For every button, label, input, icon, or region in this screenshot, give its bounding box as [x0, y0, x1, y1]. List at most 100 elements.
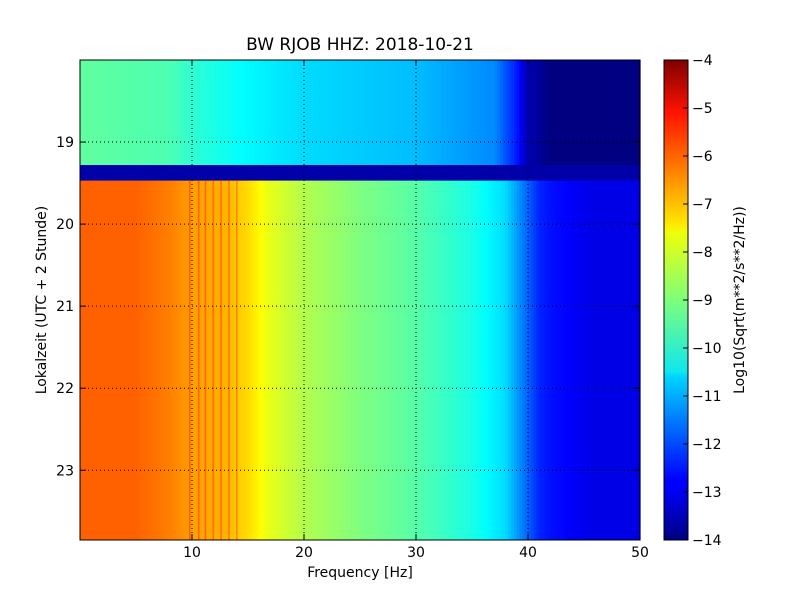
heatmap-cell [620, 60, 624, 166]
heatmap-cell [298, 165, 302, 182]
heatmap-cell [483, 165, 487, 182]
heatmap-cell [584, 60, 588, 166]
heatmap-cell [494, 60, 498, 166]
colorbar-tick-label: −13 [692, 485, 722, 501]
heatmap-cell [326, 165, 330, 182]
heatmap-cell [547, 60, 551, 166]
heatmap-cell [94, 60, 98, 166]
heatmap-cell [306, 180, 311, 541]
heatmap-cell [329, 165, 333, 182]
heatmap-cell [245, 180, 249, 541]
heatmap-cell [122, 180, 126, 541]
heatmap-cell [589, 165, 593, 182]
heatmap-cell [96, 165, 101, 182]
heatmap-cell [472, 180, 476, 541]
heatmap-cell [404, 60, 409, 166]
heatmap-cell [463, 165, 467, 182]
heatmap-cell [584, 165, 588, 182]
heatmap-cell [340, 180, 344, 541]
heatmap-cell [486, 60, 490, 166]
heatmap-cell [281, 180, 285, 541]
heatmap-cell [399, 60, 403, 166]
heatmap-cell [438, 165, 442, 182]
heatmap-cell [379, 180, 383, 541]
heatmap-cell [234, 180, 238, 541]
heatmap-cell [460, 180, 465, 541]
heatmap-cell [113, 60, 117, 166]
heatmap-cell [197, 60, 201, 166]
heatmap-cell [323, 180, 327, 541]
heatmap-cell [561, 60, 565, 166]
heatmap-cell [617, 60, 621, 166]
heatmap-cell [222, 60, 227, 166]
heatmap-cell [214, 60, 218, 166]
heatmap-cell [141, 165, 145, 182]
heatmap-cell [421, 60, 425, 166]
heatmap-cell [295, 60, 299, 166]
heatmap-cell [553, 180, 557, 541]
heatmap-cell [547, 165, 551, 182]
heatmap-cell [376, 165, 381, 182]
heatmap-cell [186, 165, 190, 182]
heatmap-cell [183, 180, 187, 541]
heatmap-cell [581, 60, 585, 166]
heatmap-cell [124, 60, 129, 166]
heatmap-cell [130, 180, 134, 541]
heatmap-cell [530, 60, 535, 166]
heatmap-cell [396, 60, 400, 166]
heatmap-cell [522, 60, 526, 166]
heatmap-cell [197, 165, 201, 182]
heatmap-cell [637, 165, 641, 182]
heatmap-cell [312, 60, 316, 166]
heatmap-cell [502, 180, 507, 541]
heatmap-cell [351, 180, 355, 541]
heatmap-cell [410, 180, 414, 541]
heatmap-cell [270, 165, 274, 182]
heatmap-cell [446, 180, 451, 541]
heatmap-cell [544, 60, 549, 166]
heatmap-cell [292, 165, 297, 182]
heatmap-cell [161, 165, 165, 182]
heatmap-cell [368, 165, 372, 182]
heatmap-cell [628, 60, 633, 166]
heatmap-cell [416, 165, 420, 182]
heatmap-cell [309, 180, 313, 541]
heatmap-cell [138, 60, 143, 166]
heatmap-cell [505, 165, 509, 182]
heatmap-cell [631, 180, 635, 541]
heatmap-cell [133, 180, 137, 541]
harmonic-line [188, 180, 191, 540]
colorbar-tick-label: −14 [692, 533, 722, 549]
heatmap-cell [511, 165, 515, 182]
heatmap-cell [245, 60, 249, 166]
heatmap-cell [334, 180, 339, 541]
heatmap-cell [402, 165, 406, 182]
heatmap-cell [166, 180, 171, 541]
heatmap-cell [326, 60, 330, 166]
heatmap-cell [264, 165, 269, 182]
heatmap-cell [550, 165, 554, 182]
heatmap-cell [116, 165, 120, 182]
heatmap-cell [626, 165, 630, 182]
heatmap-cell [416, 60, 420, 166]
heatmap-cell [152, 180, 157, 541]
heatmap-cell [284, 165, 288, 182]
heatmap-cell [553, 60, 557, 166]
colorbar-tick-label: −7 [692, 197, 713, 213]
heatmap-cell [572, 60, 577, 166]
heatmap-cell [301, 60, 305, 166]
heatmap-cell [550, 180, 554, 541]
heatmap-cell [354, 165, 358, 182]
heatmap-cell [256, 165, 260, 182]
heatmap-cell [441, 60, 445, 166]
heatmap-cell [469, 60, 473, 166]
heatmap-cell [309, 165, 313, 182]
heatmap-cell [158, 165, 162, 182]
heatmap-cell [376, 180, 381, 541]
heatmap-cell [228, 165, 232, 182]
heatmap-cell [116, 60, 120, 166]
heatmap-cell [586, 165, 591, 182]
heatmap-cell [150, 180, 154, 541]
heatmap-cell [497, 180, 501, 541]
heatmap-cell [217, 60, 221, 166]
